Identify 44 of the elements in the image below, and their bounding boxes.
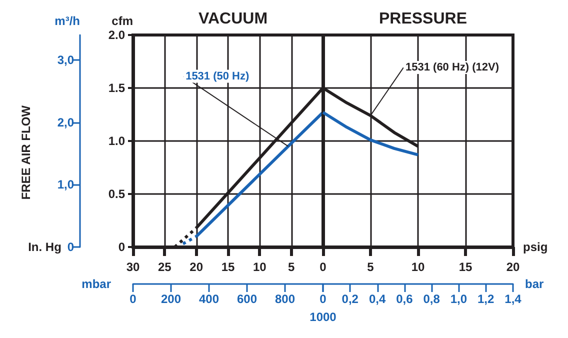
x2-tick-label: 0 — [130, 292, 137, 306]
x2-tick-label: 1,2 — [478, 292, 495, 306]
x2-tick-label: 400 — [198, 292, 220, 306]
x-tick-label: 25 — [158, 260, 172, 274]
text: 1531 (60 Hz) (12V) — [406, 62, 500, 74]
x-tick-label: 20 — [190, 260, 204, 274]
x2-tick-label: 600 — [236, 292, 258, 306]
x-tick-label: 15 — [458, 260, 472, 274]
x2-tick-label: 0,2 — [342, 292, 359, 306]
x-tick-label: 5 — [367, 260, 374, 274]
text: 1531 (50 Hz) — [186, 70, 250, 82]
y2-tick-label: 3,0 — [57, 52, 74, 67]
x-tick-label: 20 — [506, 260, 520, 274]
x2-tick-label: 1,4 — [504, 292, 522, 306]
y2-axis-title: m³/h — [54, 14, 80, 28]
text: 1000 — [310, 310, 337, 324]
y-tick-label: 0 — [118, 240, 126, 254]
y-tick-label: 0.5 — [108, 187, 126, 201]
x2-tick-label: 0,8 — [423, 292, 440, 306]
x-axis-title: psig — [523, 240, 548, 254]
x-axis-title: In. Hg — [28, 240, 62, 254]
x2-tick-label: 0,6 — [396, 292, 414, 306]
x2-tick-label: 1,0 — [450, 292, 468, 306]
x2-tick-label: 800 — [274, 292, 296, 306]
y2-tick-label: 2,0 — [57, 115, 74, 130]
y2-tick-label: 1,0 — [57, 178, 74, 192]
x2-tick-label: 0,4 — [368, 292, 386, 306]
x-tick-label: 10 — [411, 260, 425, 274]
x-tick-label: 30 — [126, 260, 140, 274]
x-tick-label: 10 — [252, 260, 267, 274]
text: FREE AIR FLOW — [19, 104, 33, 200]
x2-axis-title: bar — [525, 277, 544, 291]
chart-title: VACUUM — [198, 10, 268, 28]
y-axis-title: cfm — [112, 14, 133, 28]
y-tick-label: 1.5 — [108, 81, 126, 95]
chart-title: PRESSURE — [378, 10, 468, 28]
y-tick-label: 1.0 — [108, 134, 126, 148]
x-tick-label: 0 — [320, 260, 327, 274]
x-tick-label: 15 — [221, 260, 235, 274]
x-tick-label: 5 — [288, 260, 295, 274]
y-tick-label: 2.0 — [108, 28, 126, 42]
x2-axis-title: mbar — [82, 277, 112, 291]
x2-tick-label: 0 — [320, 292, 327, 306]
x2-tick-label: 200 — [160, 292, 182, 306]
